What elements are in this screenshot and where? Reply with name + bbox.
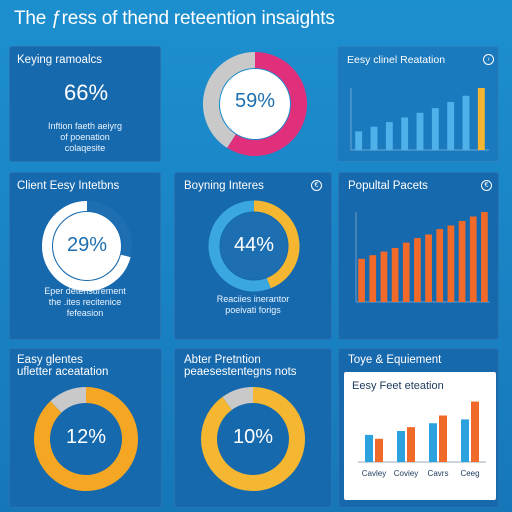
x-tick-label: Cavley (362, 469, 386, 478)
keying-desc-2: of poenation (60, 132, 110, 142)
donut-slice (203, 52, 256, 148)
card-easy-client[interactable]: Eesy clinel Reatation › (337, 46, 499, 162)
keying-value: 66% (64, 80, 109, 105)
toye-bar-chart: Cavley Coviey Cavrs Ceeg (358, 401, 486, 478)
bar (370, 126, 378, 150)
donut-slice (42, 201, 131, 291)
card-toye[interactable]: Toye & Equiement Eesy Feet eteation Cavl… (338, 348, 499, 508)
donut-slice (201, 387, 305, 491)
toye-panel-title: Eesy Feet eteation (352, 380, 444, 392)
client-easy-desc-1: Eper detensurement (44, 286, 126, 296)
bar (431, 108, 439, 150)
keying-desc-3: colaqesite (64, 143, 106, 153)
bar (481, 212, 488, 302)
bar (355, 131, 363, 150)
bar (380, 251, 388, 302)
client-easy-value: 29% (66, 234, 108, 256)
x-tick-label: Cavrs (428, 469, 449, 478)
bar (397, 431, 405, 462)
center-donut-value: 59% (234, 90, 276, 112)
bar (447, 225, 455, 302)
x-tick-label: Ceeg (460, 469, 479, 478)
donut-center (53, 212, 121, 280)
bar (401, 117, 409, 150)
card-easy-glentes[interactable]: Easy glentes ufletter aceatation 12% (9, 348, 162, 508)
donut-slice (222, 387, 254, 411)
x-tick-label: Coviey (394, 469, 418, 478)
client-easy-donut-chart (42, 201, 132, 291)
card-label-line-2: peaesestentegns nots (184, 366, 297, 378)
card-label: Keying ramoalcs (17, 54, 103, 66)
bar (447, 101, 455, 150)
bar (469, 216, 477, 302)
card-label-line-1: Easy glentes (17, 354, 83, 366)
bar (436, 229, 444, 302)
easy-glentes-donut-chart (34, 387, 138, 491)
card-label: Boyning Interes (184, 180, 264, 192)
card-boyning[interactable]: Boyning Interes € 44% Reaciies inerantor… (174, 172, 332, 340)
center-donut-wrap: 59% (190, 46, 320, 162)
bar (391, 248, 399, 302)
donut-slice (253, 200, 300, 289)
bar (369, 255, 377, 302)
card-label: Eesy clinel Reatation (347, 54, 446, 66)
bar (375, 438, 383, 462)
card-label-line-2: ufletter aceatation (17, 366, 109, 378)
client-easy-desc-3: fefeasion (66, 308, 104, 318)
abter-donut-chart (201, 387, 305, 491)
card-popular[interactable]: Popultal Pacets € (338, 172, 499, 340)
card-label-line-1: Abter Pretntion (184, 354, 261, 366)
bar (477, 88, 485, 150)
card-label: Toye & Equiement (348, 354, 442, 366)
bar (358, 258, 365, 302)
donut-slice (227, 52, 307, 156)
chevron-right-icon[interactable]: › (483, 54, 494, 65)
toye-chart-panel: Eesy Feet eteation Cavley Coviey Cavrs Ceeg (344, 372, 496, 500)
card-keying[interactable]: Keying ramoalcs 66% Inftion faeth aeiyrg… (9, 46, 161, 162)
card-label: Popultal Pacets (348, 180, 428, 192)
boyning-desc-1: Reaciies inerantor (216, 294, 290, 304)
donut-slice (34, 387, 138, 491)
bar (414, 238, 421, 302)
bar (407, 427, 415, 462)
donut-center (220, 69, 290, 139)
donut-slice (208, 200, 271, 292)
keying-desc-1: Inftion faeth aeiyrg (47, 121, 123, 131)
bar (471, 401, 479, 462)
info-icon[interactable]: € (311, 180, 322, 191)
card-client-easy[interactable]: Client Eesy Intetbns 29% Eper detensurem… (9, 172, 161, 340)
donut-slice (86, 201, 132, 258)
donut-slice (50, 387, 87, 414)
boyning-value: 44% (233, 234, 275, 256)
bar (416, 112, 424, 150)
boyning-desc-2: poeivati forigs (225, 305, 281, 315)
easy-client-bar-chart (350, 88, 489, 151)
bar (439, 415, 447, 462)
boyning-donut-chart (208, 200, 300, 292)
easy-glentes-value: 12% (65, 426, 107, 448)
card-abter[interactable]: Abter Pretntion peaesestentegns nots 10% (174, 348, 332, 508)
popular-bar-chart (355, 212, 490, 303)
center-donut-chart (203, 52, 307, 156)
page-title: The ƒress of thend reteention insaights (14, 8, 335, 29)
info-icon[interactable]: € (481, 180, 492, 191)
client-easy-desc-2: the .ites recitenice (48, 297, 122, 307)
bar (429, 423, 437, 462)
donut-center (220, 212, 288, 280)
bar (402, 242, 410, 302)
bar (385, 122, 393, 150)
bar (458, 221, 466, 302)
bar (462, 95, 470, 150)
bar (425, 234, 432, 302)
bar (461, 419, 469, 462)
abter-value: 10% (232, 426, 274, 448)
card-label: Client Eesy Intetbns (17, 180, 120, 192)
bar (365, 434, 373, 462)
